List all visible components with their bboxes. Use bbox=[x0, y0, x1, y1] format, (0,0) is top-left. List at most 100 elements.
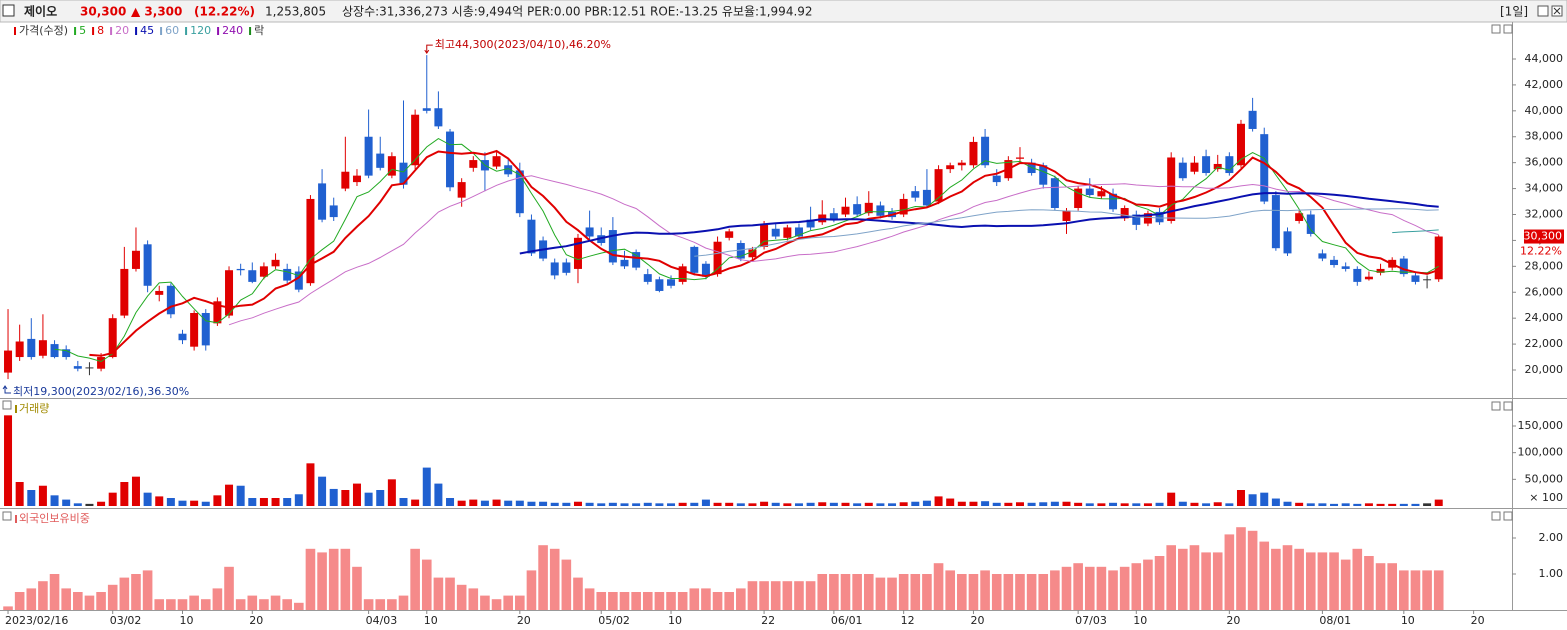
candle-body bbox=[550, 262, 559, 276]
foreign-bar bbox=[398, 595, 409, 610]
foreign-bar bbox=[1178, 548, 1188, 610]
candle-body bbox=[573, 237, 582, 269]
x-tick-label: 10 bbox=[1133, 614, 1147, 627]
volume-bar bbox=[457, 500, 466, 506]
volume-bar bbox=[225, 484, 234, 506]
candle-body bbox=[1202, 156, 1211, 174]
volume-bar bbox=[271, 498, 280, 506]
moving-average bbox=[54, 138, 1439, 363]
volume-bar bbox=[213, 495, 222, 506]
candle-body bbox=[329, 205, 338, 218]
candle-body bbox=[608, 230, 617, 263]
volume-bar bbox=[748, 503, 757, 506]
panel-button[interactable] bbox=[1503, 511, 1513, 521]
low-label: 최저19,300(2023/02/16),36.30% bbox=[13, 385, 189, 398]
foreign-bar bbox=[817, 574, 828, 610]
foreign-bar bbox=[1119, 566, 1130, 610]
candle-body bbox=[201, 312, 210, 346]
volume-bar bbox=[1225, 503, 1234, 506]
legend-label: 락 bbox=[254, 24, 264, 37]
foreign-bar bbox=[910, 574, 921, 610]
window-button[interactable] bbox=[1537, 5, 1549, 17]
volume-bar bbox=[527, 501, 536, 506]
volume-bar bbox=[1167, 492, 1176, 506]
candle-body bbox=[166, 285, 175, 315]
candle-body bbox=[701, 263, 710, 277]
candle-body bbox=[1423, 279, 1432, 281]
volume-bar bbox=[469, 499, 478, 506]
foreign-bar bbox=[736, 588, 746, 610]
foreign-bar bbox=[666, 592, 676, 610]
foreign-bar bbox=[282, 599, 292, 610]
candle-body bbox=[1295, 213, 1304, 221]
candle-body bbox=[1039, 165, 1048, 185]
legend-swatch bbox=[160, 27, 163, 35]
foreign-bar bbox=[875, 577, 886, 610]
candle-body bbox=[643, 274, 652, 282]
candle-body bbox=[1399, 258, 1408, 275]
candle-body bbox=[1143, 213, 1152, 224]
volume-bar bbox=[50, 495, 59, 506]
panel-button[interactable] bbox=[1503, 24, 1513, 34]
y-tick-label: 150,000 bbox=[1518, 419, 1564, 432]
panel-button[interactable] bbox=[1491, 511, 1501, 521]
candle-body bbox=[1213, 163, 1222, 170]
legend-label: 8 bbox=[97, 24, 104, 37]
volume-bar bbox=[1283, 501, 1292, 506]
foreign-bar bbox=[945, 570, 955, 610]
foreign-bar bbox=[631, 592, 641, 610]
volume-bar bbox=[399, 498, 408, 506]
y-tick-label: 100,000 bbox=[1518, 446, 1564, 459]
volume-bar bbox=[1341, 503, 1350, 506]
candle-body bbox=[829, 213, 838, 220]
volume-bar bbox=[876, 503, 885, 506]
volume-bar bbox=[294, 494, 303, 506]
candle-body bbox=[1330, 259, 1339, 266]
checkbox[interactable] bbox=[2, 4, 15, 17]
volume-bar bbox=[806, 502, 815, 506]
foreign-bar bbox=[480, 595, 490, 610]
foreign-bar bbox=[3, 606, 13, 610]
volume-bar bbox=[62, 499, 71, 506]
volume-bar bbox=[504, 500, 513, 506]
volume-bar bbox=[1132, 503, 1141, 506]
legend-swatch bbox=[14, 27, 16, 35]
x-tick-label: 12 bbox=[901, 614, 915, 627]
volume-bar bbox=[85, 503, 94, 506]
price-tag bbox=[1524, 229, 1564, 244]
volume-bar bbox=[236, 485, 245, 506]
candle-body bbox=[4, 350, 13, 373]
candle-body bbox=[1283, 231, 1292, 254]
panel-button[interactable] bbox=[2, 511, 12, 521]
candle-body bbox=[1341, 266, 1350, 269]
foreign-bar bbox=[805, 581, 816, 610]
legend-label: 240 bbox=[222, 24, 243, 37]
volume-bar bbox=[97, 501, 106, 506]
volume: 1,253,805 bbox=[265, 5, 326, 19]
foreign-bar bbox=[107, 584, 118, 610]
panel-button[interactable] bbox=[1503, 401, 1513, 411]
panel-button[interactable] bbox=[1491, 401, 1501, 411]
period[interactable]: [1일] bbox=[1500, 5, 1528, 19]
panel-button[interactable] bbox=[2, 400, 12, 410]
high-label: 최고44,300(2023/04/10),46.20% bbox=[435, 38, 611, 51]
y-tick-label: 1.00 bbox=[1539, 567, 1564, 580]
volume-bar bbox=[713, 502, 722, 506]
candle-body bbox=[225, 270, 234, 316]
volume-bar bbox=[1248, 494, 1257, 506]
foreign-bar bbox=[433, 577, 444, 610]
volume-bar bbox=[1271, 498, 1280, 506]
candle-body bbox=[1306, 214, 1315, 234]
candle-body bbox=[1318, 253, 1327, 259]
candle-body bbox=[108, 318, 117, 358]
candle-body bbox=[1411, 275, 1420, 282]
moving-average bbox=[1392, 229, 1439, 234]
header: 제이오 30,300 ▲ 3,300 (12.22%) 1,253,805 상장… bbox=[0, 0, 1567, 23]
volume-bar bbox=[969, 501, 978, 506]
panel-button[interactable] bbox=[1491, 24, 1501, 34]
volume-bar bbox=[1202, 503, 1211, 506]
foreign-bar bbox=[1201, 552, 1211, 610]
foreign-bar bbox=[200, 599, 211, 610]
x-tick-label: 22 bbox=[761, 614, 775, 627]
volume-bar bbox=[1295, 502, 1304, 506]
